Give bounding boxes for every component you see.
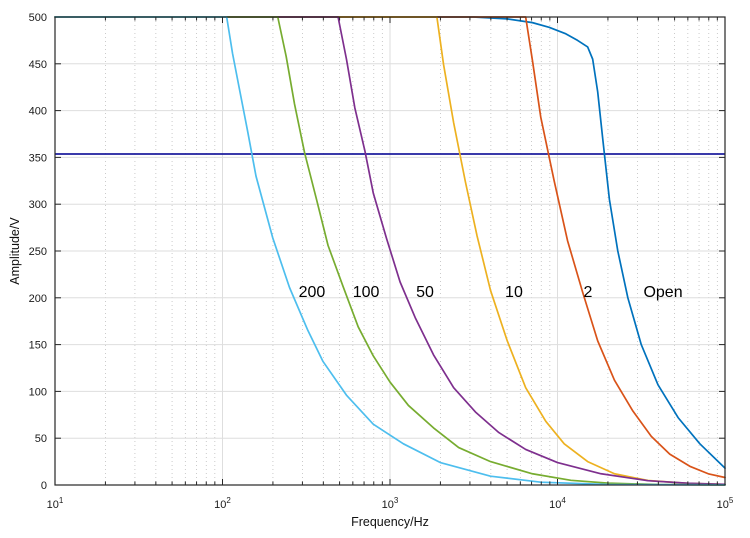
y-tick-label: 250 xyxy=(29,246,47,258)
curve-label-2: 2 xyxy=(584,284,593,301)
curve-50 xyxy=(54,16,726,486)
y-tick-label: 300 xyxy=(29,199,47,211)
x-tick-label: 101 xyxy=(47,496,64,511)
y-tick-label: 100 xyxy=(29,386,47,398)
x-axis-label: Frequency/Hz xyxy=(351,515,429,529)
y-tick-label: 500 xyxy=(29,12,47,24)
y-tick-label: 450 xyxy=(29,59,47,71)
y-tick-label: 50 xyxy=(35,433,47,445)
y-tick-label: 350 xyxy=(29,152,47,164)
curve-label-100: 100 xyxy=(353,284,380,301)
curve-2 xyxy=(54,16,726,479)
curve-label-50: 50 xyxy=(416,284,434,301)
y-tick-label: 0 xyxy=(41,480,47,492)
x-tick-label: 105 xyxy=(717,496,734,511)
curve-200 xyxy=(54,16,726,486)
x-tick-label: 103 xyxy=(382,496,399,511)
y-tick-label: 150 xyxy=(29,340,47,352)
curve-label-200: 200 xyxy=(299,284,326,301)
curve-open xyxy=(54,16,726,469)
x-tick-label: 102 xyxy=(214,496,231,511)
curve-10 xyxy=(54,16,726,486)
curve-100 xyxy=(54,16,726,486)
x-tick-label: 104 xyxy=(549,496,566,511)
y-tick-label: 400 xyxy=(29,106,47,118)
y-axis-label: Amplitude/V xyxy=(8,217,22,285)
y-tick-label: 200 xyxy=(29,293,47,305)
curve-label-10: 10 xyxy=(505,284,523,301)
curve-label-open: Open xyxy=(643,284,682,301)
